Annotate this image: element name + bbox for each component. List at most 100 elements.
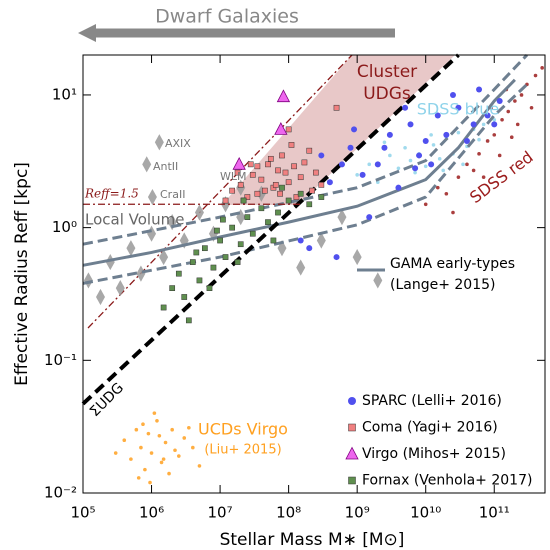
cloud-point [423, 164, 428, 169]
data-point [222, 197, 229, 204]
cloud-point [154, 134, 164, 151]
data-point [318, 182, 325, 188]
cloud-note: (Liu+ 2015) [204, 443, 281, 458]
cloud-point [126, 240, 136, 257]
cloud-point [403, 145, 407, 150]
cloud-point [509, 135, 514, 140]
cloud-point [513, 99, 517, 103]
cloud-label: SDSS red [466, 147, 537, 207]
data-point [309, 187, 315, 194]
cloud-point [139, 445, 143, 450]
cloud-point [373, 272, 383, 289]
data-point [416, 152, 423, 159]
cloud-point [105, 253, 115, 271]
data-point [455, 104, 462, 111]
data-point [301, 159, 308, 166]
data-point [276, 89, 291, 103]
data-point [217, 237, 223, 244]
line-label: Reff=1.5 [84, 187, 139, 201]
data-point [258, 176, 265, 183]
legend-label: Coma (Yagi+ 2016) [362, 420, 498, 436]
cloud-point [142, 156, 152, 173]
x-axis-label: Stellar Mass M∗ [M⊙] [220, 530, 405, 550]
legend-label: SPARC (Lelli+ 2016) [362, 393, 502, 409]
data-point [313, 169, 319, 176]
cloud-point [506, 109, 511, 114]
cloud-point [170, 427, 174, 432]
cloud-point [396, 166, 401, 171]
data-point [267, 155, 274, 162]
data-point [347, 144, 354, 151]
cloud-point [149, 451, 154, 455]
region-label: UDGs [363, 84, 411, 104]
data-point [422, 137, 429, 144]
data-point [275, 209, 281, 216]
cloud-point [236, 209, 246, 226]
data-point [407, 121, 414, 128]
cloud-point [115, 280, 125, 297]
trend-line [82, 78, 516, 267]
cloud-point [122, 438, 127, 442]
cloud-label: UCDs Virgo [198, 420, 288, 439]
cloud-point [441, 168, 446, 173]
cloud-point [431, 143, 436, 147]
data-point [189, 259, 196, 265]
data-point [366, 214, 373, 221]
cluster-udg-region [222, 55, 455, 205]
cloud-point [159, 248, 169, 266]
legend-marker [348, 397, 356, 405]
data-point [244, 194, 251, 200]
data-point [297, 190, 304, 197]
cloud-point [191, 445, 195, 450]
cloud-point [352, 248, 362, 266]
data-point [412, 165, 419, 172]
trend-line [82, 83, 528, 285]
cloud-point [194, 204, 204, 221]
cloud-point [147, 188, 157, 206]
cloud-point [519, 93, 524, 97]
cloud-point [157, 433, 162, 438]
trend-line [82, 53, 529, 246]
cloud-point [461, 162, 465, 167]
data-point [232, 156, 246, 170]
data-point [449, 91, 456, 98]
data-point [351, 126, 358, 133]
data-point [234, 259, 241, 265]
top-note: Dwarf Galaxies [155, 6, 299, 28]
cloud-point [197, 464, 202, 468]
cloud-point [451, 210, 455, 215]
data-point [262, 187, 268, 194]
point-label: CraII [160, 188, 185, 201]
cloud-point [435, 185, 440, 190]
cloud-point [481, 175, 486, 179]
cloud-point [444, 191, 449, 196]
cloud-point [477, 152, 481, 156]
data-point [229, 224, 236, 231]
cloud-label: SDSS blue [417, 100, 499, 119]
data-point [282, 169, 289, 176]
data-point [272, 182, 279, 188]
y-tick-label: 10⁻¹ [44, 351, 77, 369]
data-point [333, 104, 340, 111]
cloud-point [471, 168, 476, 173]
data-point [202, 245, 208, 252]
cloud-point [367, 162, 372, 167]
data-point [181, 294, 188, 300]
data-point [470, 121, 477, 128]
data-point [374, 161, 381, 168]
data-point [285, 179, 292, 186]
cloud-point [152, 411, 157, 415]
cloud-point [388, 153, 392, 158]
cloud-point [134, 427, 139, 432]
y-tick-label: 10⁻² [44, 484, 77, 502]
data-point [402, 104, 409, 111]
data-point [381, 144, 388, 151]
y-tick-label: 10⁰ [52, 218, 77, 236]
cloud-point [481, 122, 486, 127]
data-point [237, 241, 244, 248]
data-point [237, 182, 244, 188]
cloud-point [177, 454, 181, 458]
data-point [270, 237, 277, 244]
data-point [277, 190, 283, 197]
point-label: WLM [220, 170, 247, 183]
